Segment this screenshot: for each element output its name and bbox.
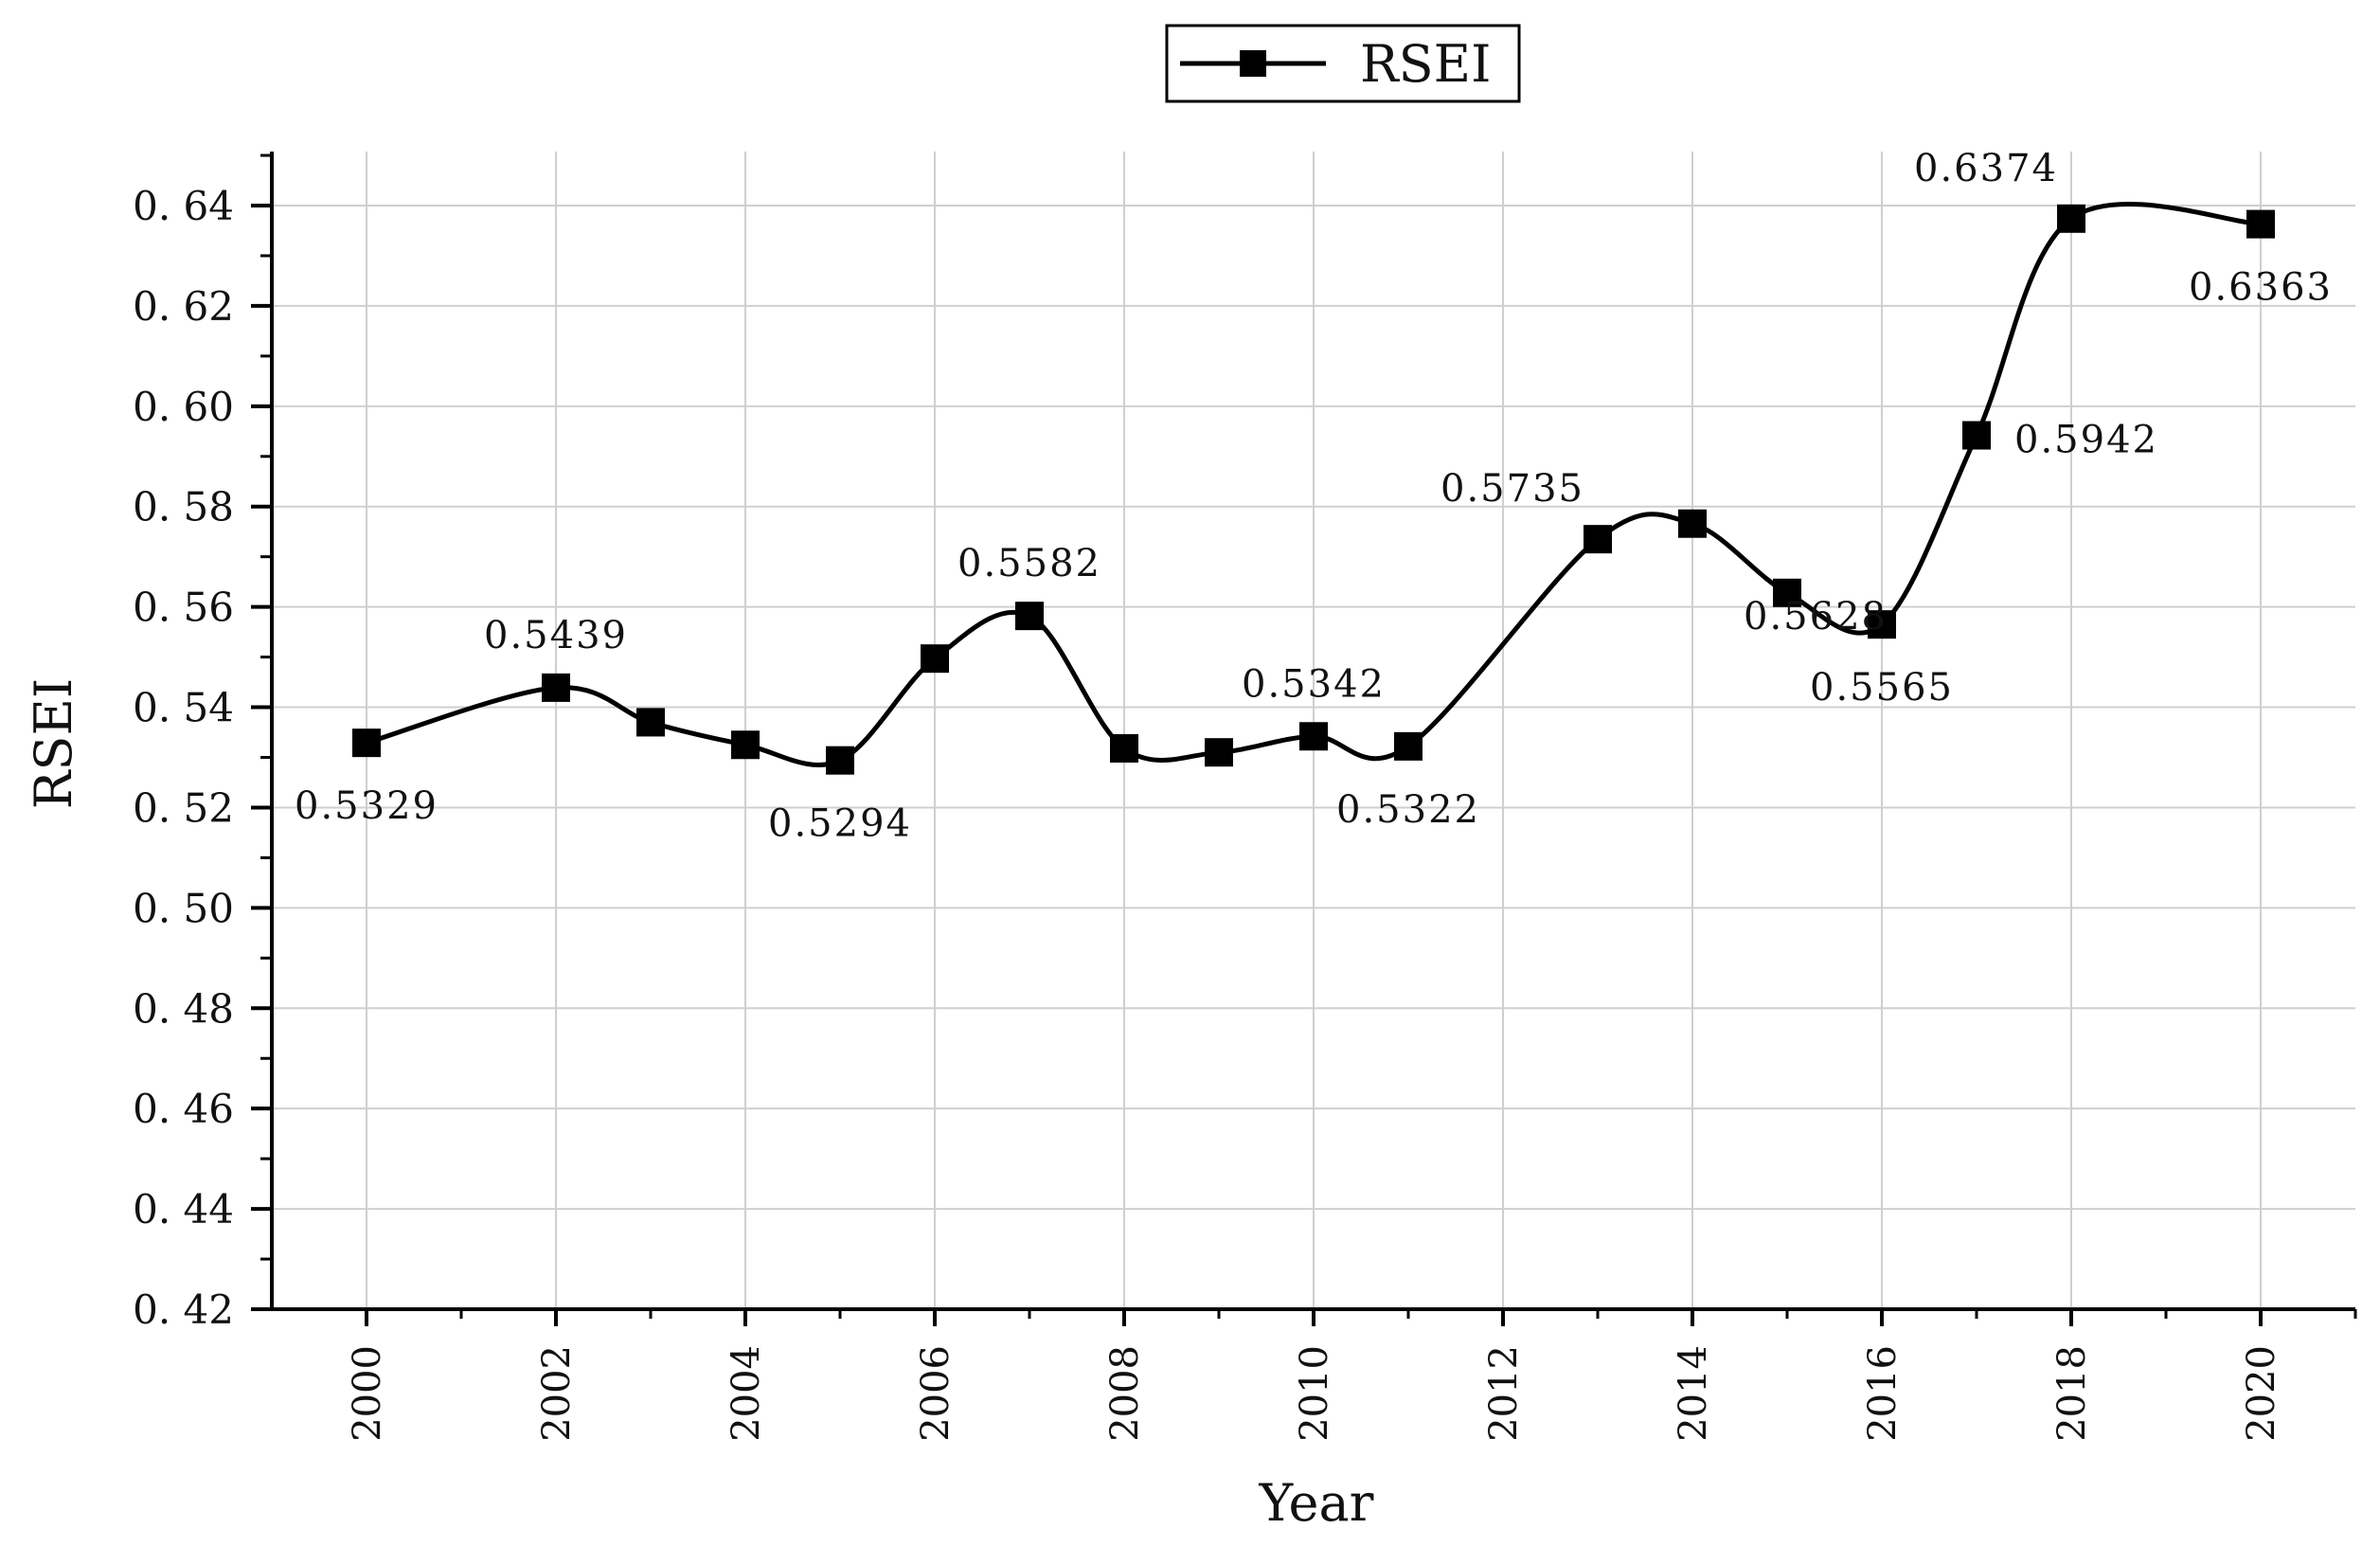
x-tick-label: 2010: [1293, 1345, 1336, 1442]
y-tick-label: 0. 64: [133, 183, 234, 229]
data-point-marker: [1205, 738, 1233, 767]
data-label: 0.5582: [957, 542, 1101, 585]
x-tick-label: 2006: [914, 1345, 957, 1442]
data-label: 0.6363: [2189, 266, 2333, 310]
x-tick-label: 2020: [2240, 1345, 2283, 1442]
data-point-marker: [542, 673, 570, 702]
data-point-marker: [1394, 731, 1423, 761]
data-point-marker: [731, 730, 760, 760]
data-point-marker: [826, 746, 854, 775]
data-point-marker: [352, 729, 381, 758]
y-tick-label: 0. 62: [133, 283, 234, 330]
x-tick-label: 2018: [2050, 1345, 2094, 1442]
data-label: 0.5439: [484, 614, 628, 657]
x-tick-label: 2008: [1103, 1345, 1147, 1442]
x-tick-label: 2004: [725, 1345, 768, 1442]
x-tick-label: 2014: [1672, 1345, 1715, 1442]
data-point-marker: [2057, 204, 2085, 233]
y-tick-label: 0. 46: [133, 1086, 234, 1132]
data-point-marker: [921, 644, 949, 674]
data-point-marker: [1962, 421, 1991, 450]
y-tick-label: 0. 50: [133, 885, 234, 931]
y-tick-label: 0. 48: [133, 985, 234, 1032]
y-tick-label: 0. 44: [133, 1186, 234, 1232]
x-tick-label: 2016: [1861, 1345, 1905, 1442]
data-label: 0.5942: [2014, 419, 2158, 462]
data-label: 0.5342: [1242, 662, 1386, 706]
x-tick-label: 2000: [346, 1345, 389, 1442]
y-axis-title: RSEI: [24, 678, 83, 809]
data-point-marker: [1015, 602, 1044, 631]
data-label: 0.5628: [1744, 595, 1888, 639]
x-axis-title: Year: [1259, 1473, 1374, 1533]
data-label: 0.6374: [1914, 147, 2058, 190]
x-tick-label: 2002: [535, 1345, 579, 1442]
data-label: 0.5735: [1441, 467, 1584, 511]
series-rsei: [352, 202, 2275, 775]
y-tick-label: 0. 56: [133, 585, 234, 631]
axes: [251, 152, 2357, 1326]
data-point-marker: [2246, 209, 2275, 239]
legend-marker-square: [1240, 50, 1266, 77]
data-point-marker: [1868, 610, 1896, 639]
y-tick-label: 0. 52: [133, 784, 234, 831]
y-tick-label: 0. 42: [133, 1286, 234, 1333]
data-label: 0.5565: [1810, 666, 1954, 710]
data-point-marker: [1773, 578, 1801, 607]
data-point-marker: [1584, 525, 1612, 554]
data-point-marker: [1110, 733, 1138, 763]
y-tick-label: 0. 54: [133, 685, 234, 731]
data-label: 0.5294: [768, 802, 912, 846]
x-tick-label: 2012: [1482, 1345, 1526, 1442]
data-point-marker: [636, 708, 665, 737]
tick-labels: 0. 42 0. 44 0. 46 0. 48 0. 50 0. 52 0. 54 0. 56…: [133, 183, 2283, 1442]
data-point-marker: [1299, 722, 1328, 751]
y-tick-label: 0. 58: [133, 484, 234, 531]
data-label: 0.5322: [1336, 788, 1480, 832]
legend: RSEI: [1165, 24, 1521, 103]
data-labels: 0.5329 0.5439 0.5294 0.5582 0.5342 0.5322 0.57…: [295, 147, 2333, 846]
data-point-marker: [1678, 509, 1707, 538]
legend-label: RSEI: [1360, 34, 1491, 94]
y-tick-label: 0. 60: [133, 384, 234, 430]
data-label: 0.5329: [295, 784, 438, 828]
